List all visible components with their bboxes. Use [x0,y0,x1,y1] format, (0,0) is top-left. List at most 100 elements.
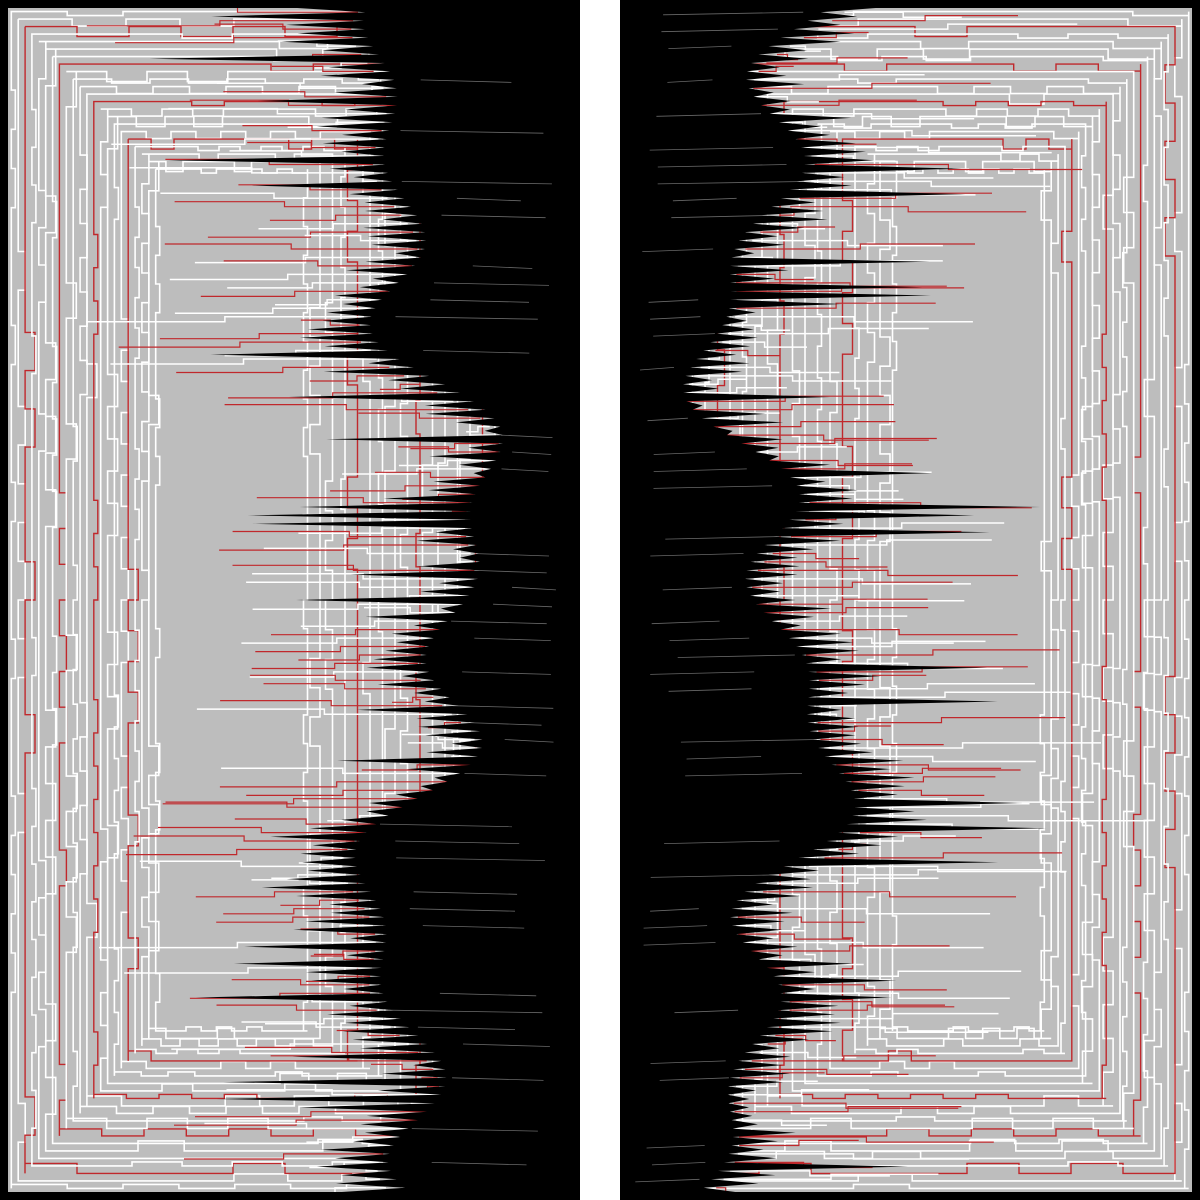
red-streak [745,243,975,250]
white-streak [271,877,348,885]
left-panel [8,6,576,1194]
red-streak [757,598,928,605]
red-streak [310,950,376,957]
contour-line [106,115,396,1085]
white-streak [732,324,791,331]
red-streak [256,497,470,504]
void-sliver [657,164,787,168]
red-streak [859,832,982,839]
white-streak [753,578,971,585]
void-sliver [671,214,780,219]
void-sliver [430,299,530,303]
void-sliver [389,1009,543,1014]
red-streak [216,1004,377,1011]
red-streak [223,908,365,915]
void-sliver [462,671,551,675]
red-streak [234,818,378,825]
contour-line [854,145,1066,1055]
red-streak [782,984,947,991]
void-sliver [468,722,542,726]
white-streak [729,1170,890,1177]
void-sliver [668,688,752,692]
red-streak [818,725,891,732]
void-sliver [669,637,750,641]
void-sliver [395,316,538,320]
white-streak [818,23,1078,30]
void-sliver [635,1178,700,1183]
white-streak [251,874,345,881]
white-streak [265,1017,383,1025]
void-sliver [511,586,556,591]
red-streak [832,15,1018,22]
red-streak [686,395,884,402]
void-sliver [657,181,811,185]
red-streak [398,446,499,453]
red-streak [228,392,438,399]
white-streak [160,192,388,200]
void-sliver [648,299,699,303]
red-streak [164,243,418,250]
white-streak [723,1173,939,1181]
spike-group [686,11,1149,1194]
contour-line [829,130,1080,1070]
red-streak [738,933,851,940]
red-streak [231,979,370,986]
void-sliver [411,1128,538,1132]
red-streak [244,1046,419,1054]
void-sliver [439,992,537,997]
right-panel-frame [620,0,1200,1200]
red-streak [158,826,365,834]
red-streak [207,231,414,238]
red-streak [749,945,950,952]
white-streak [770,222,826,230]
white-streak [258,222,408,230]
black-void [624,8,1047,1192]
red-streak [736,302,936,309]
red-streak [780,629,1018,636]
red-streak [737,916,865,923]
void-sliver [472,553,550,557]
red-streak [224,404,468,411]
void-sliver [650,1060,726,1064]
white-streak [805,146,1052,154]
red-streak [739,1139,859,1147]
void-sliver [413,891,518,895]
white-streak [277,40,357,47]
red-streak [757,569,1018,577]
white-streak [227,282,398,289]
white-streak [246,581,473,589]
void-sliver [417,1026,516,1030]
red-streak [330,485,480,492]
void-sliver [475,570,547,574]
red-streak [271,629,441,636]
red-streak [766,57,908,64]
red-streak [843,767,1002,774]
white-streak [304,234,417,242]
red-streak [379,383,421,390]
void-sliver [396,857,545,861]
void-sliver [400,130,544,134]
red-streak [763,607,929,614]
white-streak [216,82,384,90]
red-streak [761,99,917,106]
void-sliver [659,1077,729,1081]
white-streak [249,671,418,678]
white-streak [194,256,416,264]
white-streak [771,615,908,622]
void-sliver [452,705,554,709]
white-streak [799,522,1005,529]
red-streak [718,434,929,441]
red-streak [250,674,421,681]
white-streak [686,386,787,394]
white-streak [812,180,1051,188]
void-sliver [653,451,715,455]
red-streak [271,65,374,72]
white-streak [769,112,975,120]
white-streak [129,167,374,174]
void-sliver [650,553,744,557]
red-streak [814,163,1083,171]
white-streak [777,877,939,885]
red-streak [739,1136,994,1143]
white-streak [309,1161,379,1169]
